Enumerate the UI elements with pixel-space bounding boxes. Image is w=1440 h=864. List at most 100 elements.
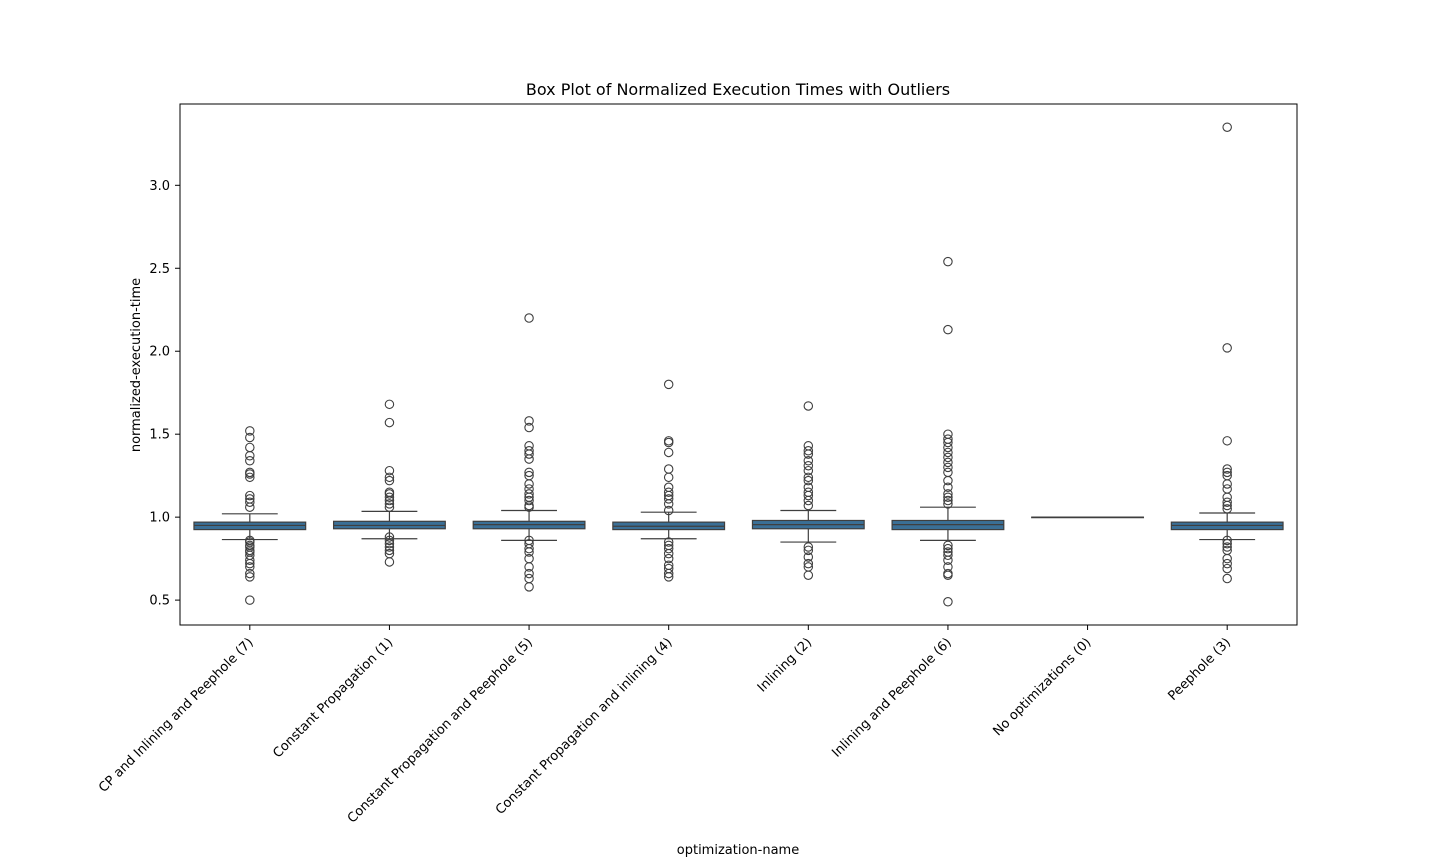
outlier-point [803, 475, 814, 486]
outlier-point [1222, 573, 1232, 584]
outlier-point [245, 455, 255, 466]
chart-title: Box Plot of Normalized Execution Times w… [526, 80, 950, 99]
outlier-point [384, 545, 395, 556]
outlier-point [663, 540, 674, 551]
outlier-point [245, 562, 255, 572]
x-tick-label: Inlining and Peephole (6) [829, 635, 954, 760]
outlier-point [663, 563, 674, 574]
outlier-point [803, 570, 814, 580]
outlier-point [384, 472, 395, 483]
outlier-point [524, 535, 534, 546]
outlier-point [524, 489, 534, 499]
outlier-point [245, 572, 255, 582]
outlier-point [663, 543, 674, 554]
outlier-point [943, 489, 953, 499]
outlier-point [803, 552, 814, 562]
outlier-point [384, 492, 395, 502]
outlier-point [245, 432, 255, 443]
outlier-point [384, 548, 395, 559]
outlier-point [384, 542, 395, 552]
outlier-point [663, 487, 674, 498]
x-tick-label: No optimizations (0) [990, 635, 1094, 739]
outlier-point [384, 502, 395, 512]
outlier-point [803, 472, 814, 483]
outlier-point [524, 582, 534, 592]
x-tick-label: Constant Propagation and inlining (4) [493, 635, 676, 818]
box-group [751, 401, 865, 580]
outlier-point [384, 535, 395, 546]
outlier-point [1222, 504, 1232, 514]
outlier-point [1222, 535, 1232, 546]
x-axis-label: optimization-name [677, 843, 799, 858]
outlier-point [245, 568, 255, 579]
plot-frame [179, 103, 1298, 626]
y-tick-label: 1.0 [149, 511, 170, 526]
outlier-point [524, 568, 534, 579]
box-group [891, 256, 1005, 607]
outlier-point [943, 452, 953, 463]
outlier-point [524, 538, 534, 549]
outlier-point [803, 441, 814, 451]
outlier-point [524, 454, 534, 464]
outlier-point [245, 467, 255, 478]
outlier-point [245, 426, 255, 436]
outlier-point [524, 484, 534, 494]
outlier-point [663, 537, 674, 547]
outlier-point [943, 543, 953, 554]
outlier-point [384, 557, 395, 567]
outlier-point [943, 457, 953, 468]
outlier-point [384, 465, 395, 476]
outlier-point [943, 550, 953, 561]
y-axis-label: normalized-execution-time [129, 278, 144, 452]
outlier-point [1222, 558, 1232, 569]
outlier-point [245, 535, 255, 546]
outlier-point [943, 492, 953, 502]
outlier-point [1222, 484, 1232, 494]
outlier-point [1222, 545, 1232, 556]
outlier-point [245, 540, 255, 551]
outlier-point [524, 446, 534, 456]
outlier-point [663, 482, 674, 493]
outlier-point [943, 447, 953, 458]
outlier-point [943, 540, 953, 551]
outlier-point [245, 595, 255, 605]
outlier-point [663, 447, 674, 458]
outlier-point [384, 487, 395, 498]
outlier-point [524, 495, 534, 506]
outlier-point [943, 467, 953, 478]
outlier-point [384, 399, 395, 410]
outlier-point [1222, 436, 1232, 446]
outlier-point [663, 472, 674, 483]
outlier-point [943, 429, 953, 439]
outlier-point [245, 494, 255, 504]
outlier-point [803, 401, 814, 411]
plot-area [193, 122, 1284, 607]
outlier-point [803, 558, 814, 569]
outlier-point [524, 553, 534, 564]
outlier-point [803, 542, 814, 552]
outlier-point [245, 490, 255, 501]
outlier-point [1222, 538, 1232, 549]
outlier-point [1222, 464, 1232, 474]
outlier-point [663, 560, 674, 571]
y-tick-label: 3.0 [149, 179, 170, 194]
x-tick-label: Constant Propagation (1) [270, 635, 396, 761]
outlier-point [803, 465, 814, 476]
outlier-point [943, 256, 953, 267]
outlier-point [1222, 497, 1232, 507]
outlier-point [1222, 479, 1232, 489]
outlier-point [245, 442, 255, 453]
y-tick-label: 2.0 [149, 345, 170, 360]
outlier-point [245, 502, 255, 512]
x-tick-label: Inlining (2) [755, 635, 815, 695]
box-group [193, 426, 307, 605]
y-tick-label: 1.5 [149, 428, 170, 443]
box-group [1170, 122, 1284, 584]
outlier-point [524, 422, 534, 433]
outlier-point [943, 495, 953, 506]
outlier-point [663, 548, 674, 559]
outlier-point [524, 467, 534, 478]
outlier-point [943, 462, 953, 473]
outlier-point [384, 475, 395, 486]
